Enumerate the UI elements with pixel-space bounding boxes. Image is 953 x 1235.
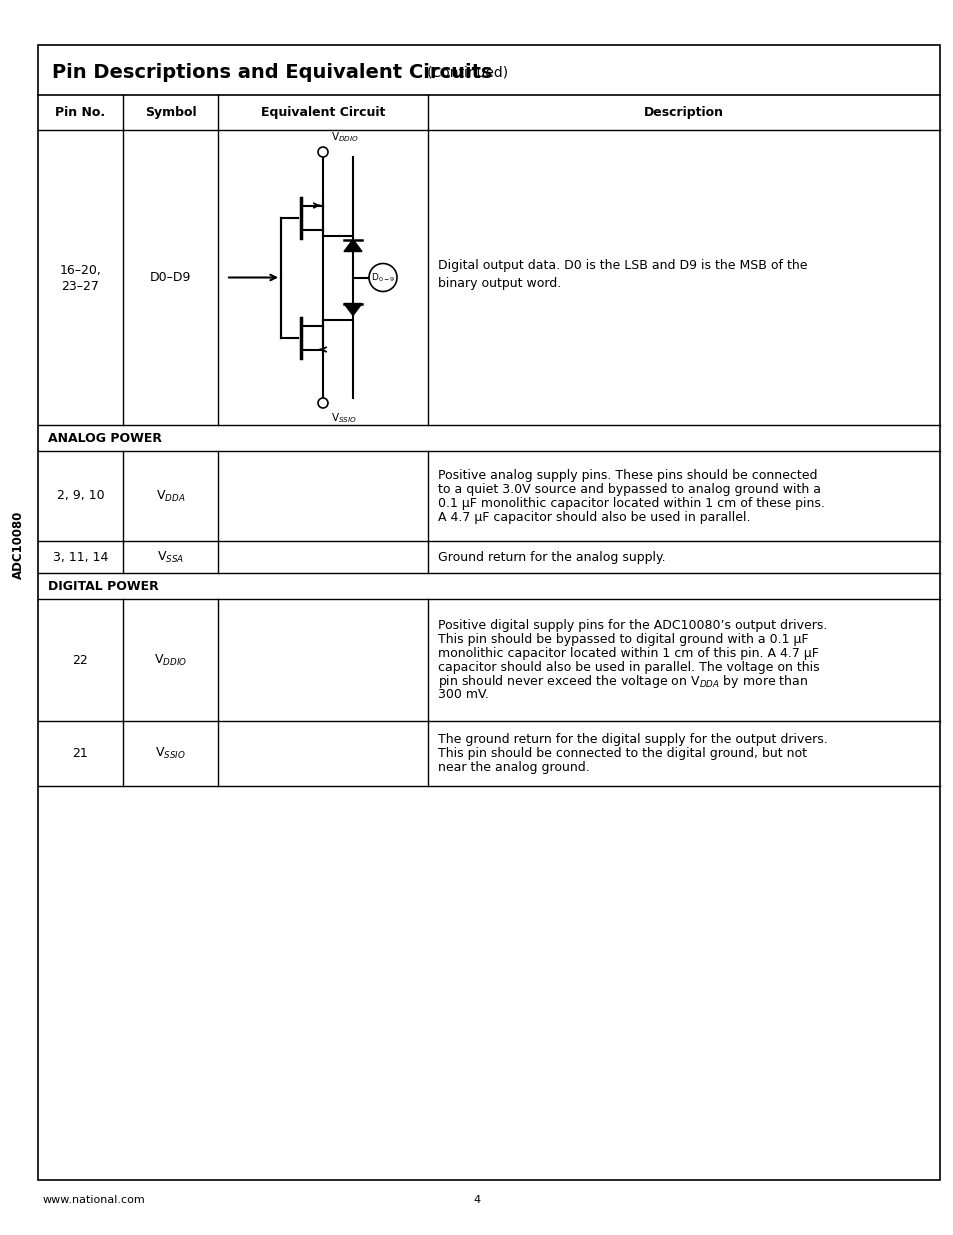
Text: ANALOG POWER: ANALOG POWER xyxy=(48,431,162,445)
Text: V$_{SSIO}$: V$_{SSIO}$ xyxy=(331,411,356,425)
Text: 0.1 μF monolithic capacitor located within 1 cm of these pins.: 0.1 μF monolithic capacitor located with… xyxy=(437,496,824,510)
Polygon shape xyxy=(344,304,361,315)
Text: This pin should be bypassed to digital ground with a 0.1 μF: This pin should be bypassed to digital g… xyxy=(437,632,807,646)
Text: V$_{DDIO}$: V$_{DDIO}$ xyxy=(153,652,187,668)
Text: 23–27: 23–27 xyxy=(62,280,99,293)
Circle shape xyxy=(369,263,396,291)
Text: 21: 21 xyxy=(72,747,89,760)
Text: near the analog ground.: near the analog ground. xyxy=(437,761,589,774)
Text: 4: 4 xyxy=(473,1195,480,1205)
Polygon shape xyxy=(344,240,361,252)
Text: Ground return for the analog supply.: Ground return for the analog supply. xyxy=(437,551,665,563)
Text: V$_{SSIO}$: V$_{SSIO}$ xyxy=(155,746,186,761)
Text: 22: 22 xyxy=(72,653,89,667)
Text: monolithic capacitor located within 1 cm of this pin. A 4.7 μF: monolithic capacitor located within 1 cm… xyxy=(437,646,818,659)
Text: V$_{DDIO}$: V$_{DDIO}$ xyxy=(331,130,358,144)
Text: pin should never exceed the voltage on V$_{DDA}$ by more than: pin should never exceed the voltage on V… xyxy=(437,673,807,689)
Text: capacitor should also be used in parallel. The voltage on this: capacitor should also be used in paralle… xyxy=(437,661,819,673)
Text: Digital output data. D0 is the LSB and D9 is the MSB of the: Digital output data. D0 is the LSB and D… xyxy=(437,259,806,272)
Text: Description: Description xyxy=(643,106,723,119)
Text: Symbol: Symbol xyxy=(145,106,196,119)
Text: Positive analog supply pins. These pins should be connected: Positive analog supply pins. These pins … xyxy=(437,468,817,482)
Text: (Continued): (Continued) xyxy=(427,65,509,79)
Text: D$_{0-9}$: D$_{0-9}$ xyxy=(371,272,395,284)
Text: ADC10080: ADC10080 xyxy=(11,511,25,579)
Text: 3, 11, 14: 3, 11, 14 xyxy=(52,551,108,563)
Text: binary output word.: binary output word. xyxy=(437,277,560,290)
Circle shape xyxy=(317,398,328,408)
Text: This pin should be connected to the digital ground, but not: This pin should be connected to the digi… xyxy=(437,747,806,760)
Text: DIGITAL POWER: DIGITAL POWER xyxy=(48,579,158,593)
Text: Pin Descriptions and Equivalent Circuits: Pin Descriptions and Equivalent Circuits xyxy=(52,63,492,82)
Text: V$_{DDA}$: V$_{DDA}$ xyxy=(155,489,185,504)
Text: V$_{SSA}$: V$_{SSA}$ xyxy=(156,550,184,564)
Text: to a quiet 3.0V source and bypassed to analog ground with a: to a quiet 3.0V source and bypassed to a… xyxy=(437,483,821,495)
Text: 300 mV.: 300 mV. xyxy=(437,688,488,701)
Text: The ground return for the digital supply for the output drivers.: The ground return for the digital supply… xyxy=(437,734,827,746)
Circle shape xyxy=(317,147,328,157)
Text: Equivalent Circuit: Equivalent Circuit xyxy=(260,106,385,119)
Text: 2, 9, 10: 2, 9, 10 xyxy=(56,489,104,503)
Text: D0–D9: D0–D9 xyxy=(150,270,191,284)
Text: 16–20,: 16–20, xyxy=(59,264,101,277)
Text: Pin No.: Pin No. xyxy=(55,106,106,119)
Text: A 4.7 μF capacitor should also be used in parallel.: A 4.7 μF capacitor should also be used i… xyxy=(437,510,750,524)
Text: www.national.com: www.national.com xyxy=(43,1195,146,1205)
Text: Positive digital supply pins for the ADC10080’s output drivers.: Positive digital supply pins for the ADC… xyxy=(437,619,826,631)
